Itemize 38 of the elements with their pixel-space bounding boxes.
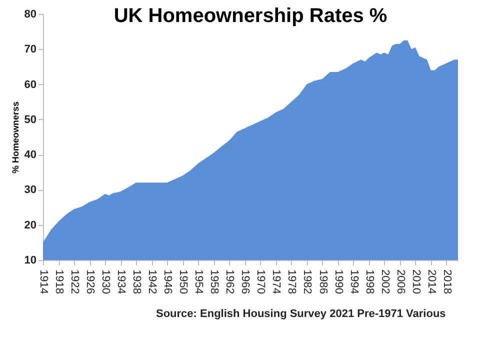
x-tick-label: 1918 <box>53 270 66 294</box>
y-tick-label: 50 <box>24 114 36 126</box>
y-tick-label: 60 <box>24 78 36 91</box>
source-note: Source: English Housing Survey 2021 Pre-1971 Various <box>156 308 446 320</box>
y-tick-label: 70 <box>24 44 36 56</box>
x-tick-label: 1914 <box>38 270 50 294</box>
x-tick-label: 1978 <box>286 270 298 294</box>
x-tick-label: 1982 <box>301 270 314 294</box>
y-tick-label: 80 <box>24 8 36 20</box>
x-tick-label: 1922 <box>68 270 81 294</box>
x-tick-label: 2006 <box>394 270 406 294</box>
y-tick-label: 40 <box>24 149 36 162</box>
y-tick-label: 30 <box>24 184 36 196</box>
y-tick-label: 20 <box>24 219 36 232</box>
x-tick-label: 1926 <box>84 270 96 294</box>
x-tick-label: 2002 <box>378 270 391 294</box>
x-tick-label: 1930 <box>100 270 112 294</box>
x-tick-label: 2014 <box>425 270 438 294</box>
x-tick-label: 1966 <box>239 270 252 294</box>
x-tick-label: 1962 <box>224 270 236 294</box>
x-tick-label: 1950 <box>177 270 190 294</box>
x-tick-label: 1994 <box>348 270 360 294</box>
x-tick-label: 1990 <box>332 270 344 294</box>
x-tick-label: 1986 <box>316 270 329 294</box>
x-tick-label: 1954 <box>192 270 205 294</box>
y-axis-title: % Homeownerss <box>10 101 20 174</box>
x-tick-label: 2018 <box>440 270 453 294</box>
y-tick-label: 10 <box>24 254 36 266</box>
x-tick-label: 1998 <box>363 270 376 294</box>
x-tick-label: 1938 <box>130 270 143 294</box>
chart-title: UK Homeownership Rates % <box>114 5 388 27</box>
x-tick-label: 2010 <box>410 270 422 294</box>
x-tick-label: 1946 <box>162 270 174 294</box>
x-tick-label: 1942 <box>146 270 158 294</box>
x-tick-label: 1934 <box>115 270 128 294</box>
x-tick-label: 1974 <box>270 270 282 294</box>
x-tick-label: 1958 <box>208 270 220 294</box>
x-tick-label: 1970 <box>254 270 267 294</box>
